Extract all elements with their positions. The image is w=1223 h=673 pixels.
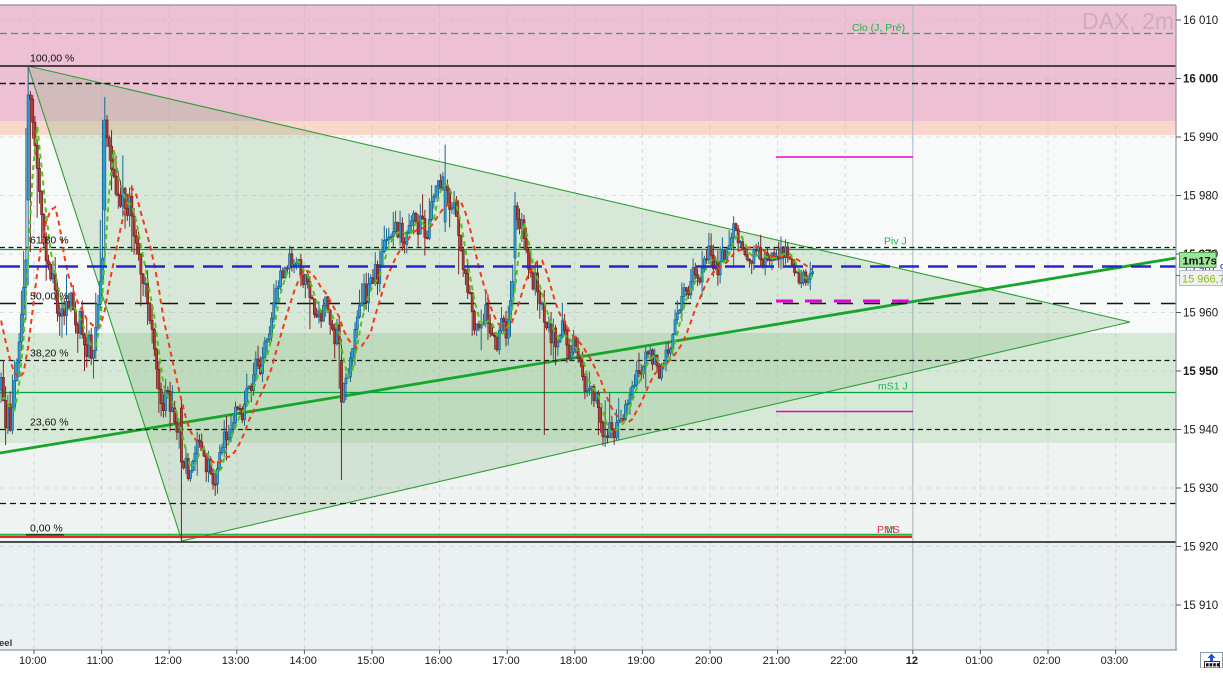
svg-text:03:00: 03:00 <box>1101 655 1129 667</box>
svg-text:61,80 %: 61,80 % <box>30 235 69 247</box>
svg-text:15 910: 15 910 <box>1183 600 1218 612</box>
svg-text:16 000: 16 000 <box>1183 74 1218 86</box>
svg-text:21:00: 21:00 <box>763 655 791 667</box>
svg-text:Piv J: Piv J <box>884 236 907 248</box>
svg-text:19:00: 19:00 <box>627 655 655 667</box>
svg-text:10:00: 10:00 <box>19 655 47 667</box>
svg-text:16 010: 16 010 <box>1183 15 1218 27</box>
svg-text:12: 12 <box>906 655 918 667</box>
svg-text:02:00: 02:00 <box>1033 655 1061 667</box>
svg-text:15 930: 15 930 <box>1183 483 1218 495</box>
svg-text:15 920: 15 920 <box>1183 542 1218 554</box>
svg-text:DAX, 2m: DAX, 2m <box>1082 8 1174 34</box>
svg-text:15 990: 15 990 <box>1183 132 1218 144</box>
svg-text:11:00: 11:00 <box>87 655 114 667</box>
svg-text:22:00: 22:00 <box>830 655 858 667</box>
svg-text:15 966,7: 15 966,7 <box>1182 274 1223 286</box>
svg-text:01:00: 01:00 <box>965 655 993 667</box>
svg-text:23,60 %: 23,60 % <box>30 417 69 429</box>
svg-text:15 980: 15 980 <box>1183 191 1218 203</box>
svg-text:100,00 %: 100,00 % <box>30 53 74 65</box>
svg-text:Clo (J, Pré): Clo (J, Pré) <box>852 22 905 34</box>
svg-text:18:00: 18:00 <box>560 655 588 667</box>
svg-text:12:00: 12:00 <box>154 655 182 667</box>
svg-text:50,00 %: 50,00 % <box>30 291 69 303</box>
svg-text:eel: eel <box>0 638 12 649</box>
svg-text:15 960: 15 960 <box>1183 308 1218 320</box>
svg-text:1m17s: 1m17s <box>1183 256 1217 268</box>
svg-text:0,00 %: 0,00 % <box>30 523 63 535</box>
svg-text:13:00: 13:00 <box>222 655 250 667</box>
svg-text:16:00: 16:00 <box>425 655 453 667</box>
svg-text:15 950: 15 950 <box>1183 366 1218 378</box>
svg-text:17:00: 17:00 <box>492 655 520 667</box>
svg-text:38,20 %: 38,20 % <box>30 348 69 360</box>
svg-text:14:00: 14:00 <box>289 655 317 667</box>
svg-text:15:00: 15:00 <box>357 655 385 667</box>
svg-text:20:00: 20:00 <box>695 655 723 667</box>
svg-text:PMS: PMS <box>877 524 900 536</box>
svg-text:15 940: 15 940 <box>1183 425 1218 437</box>
svg-text:mS1 J: mS1 J <box>878 381 908 393</box>
